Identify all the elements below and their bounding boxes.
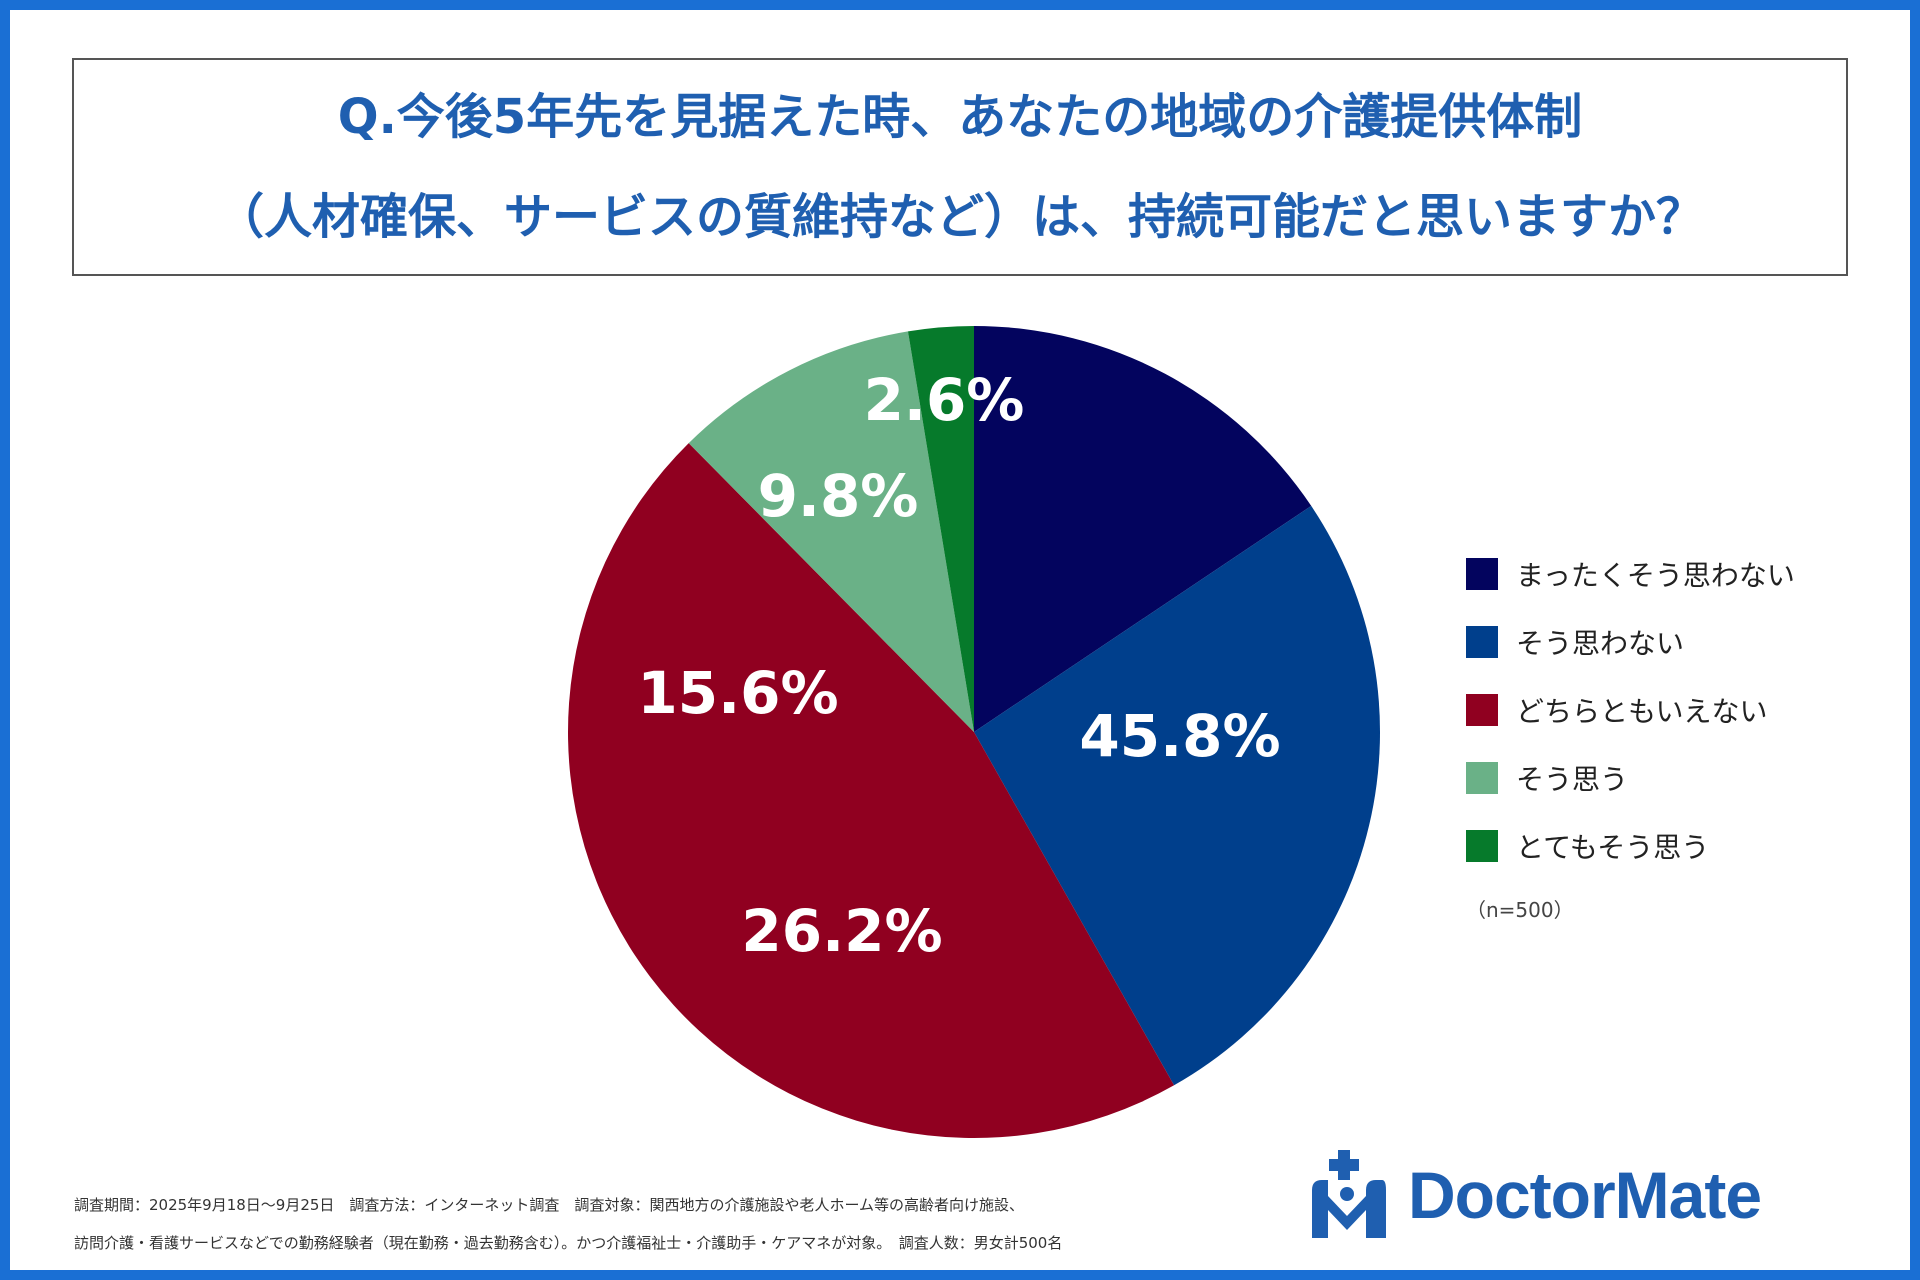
data-label-agree: 9.8%: [758, 462, 919, 530]
legend-swatch: [1466, 830, 1498, 862]
doctormate-logo-icon: [1312, 1150, 1386, 1238]
question-title-line-1: Q.今後5年先を見据えた時、あなたの地域の介護提供体制: [337, 89, 1583, 145]
survey-footnote: 調査期間：2025年9月18日〜9月25日 調査方法：インターネット調査 調査対…: [74, 1186, 1062, 1262]
legend-item-strongly-disagree: まったくそう思わない: [1466, 540, 1795, 608]
legend-swatch: [1466, 626, 1498, 658]
legend-label: とてもそう思う: [1516, 831, 1710, 864]
legend-label: まったくそう思わない: [1516, 559, 1795, 592]
legend-item-neutral: どちらともいえない: [1466, 676, 1795, 744]
legend-swatch: [1466, 694, 1498, 726]
legend-item-strongly-agree: とてもそう思う: [1466, 812, 1795, 880]
footnote-line-1: 調査期間：2025年9月18日〜9月25日 調査方法：インターネット調査 調査対…: [74, 1196, 1024, 1214]
legend-label: そう思う: [1516, 763, 1629, 796]
pie-slice-agree: [688, 331, 974, 732]
pie-slice-strongly-disagree: [974, 326, 1312, 732]
legend-item-disagree: そう思わない: [1466, 608, 1795, 676]
pie-slice-disagree: [974, 505, 1380, 1086]
legend-swatch: [1466, 558, 1498, 590]
legend-label: どちらともいえない: [1516, 695, 1768, 728]
sample-size-note: （n=500）: [1466, 898, 1574, 922]
chart-legend: まったくそう思わない そう思わない どちらともいえない そう思う とてもそう思う…: [1466, 540, 1795, 923]
legend-item-agree: そう思う: [1466, 744, 1795, 812]
doctormate-logo: DoctorMate: [1306, 1150, 1762, 1240]
question-title-box: Q.今後5年先を見据えた時、あなたの地域の介護提供体制 （人材確保、サービスの質…: [72, 58, 1848, 276]
data-label-neutral: 26.2%: [741, 897, 942, 965]
data-label-strongly-agree: 2.6%: [864, 366, 1025, 434]
data-label-disagree: 45.8%: [1079, 702, 1280, 770]
doctormate-logo-text: DoctorMate: [1408, 1158, 1762, 1232]
pie-slice-strongly-agree: [907, 326, 974, 732]
footnote-line-2: 訪問介護・看護サービスなどでの勤務経験者（現在勤務・過去勤務含む）。かつ介護福祉…: [74, 1234, 1063, 1252]
legend-swatch: [1466, 762, 1498, 794]
legend-label: そう思わない: [1516, 627, 1685, 660]
pie-slice-neutral: [568, 443, 1175, 1138]
question-title-line-2: （人材確保、サービスの質維持など）は、持続可能だと思いますか？: [215, 189, 1704, 245]
data-label-strongly-disagree: 15.6%: [637, 659, 838, 727]
